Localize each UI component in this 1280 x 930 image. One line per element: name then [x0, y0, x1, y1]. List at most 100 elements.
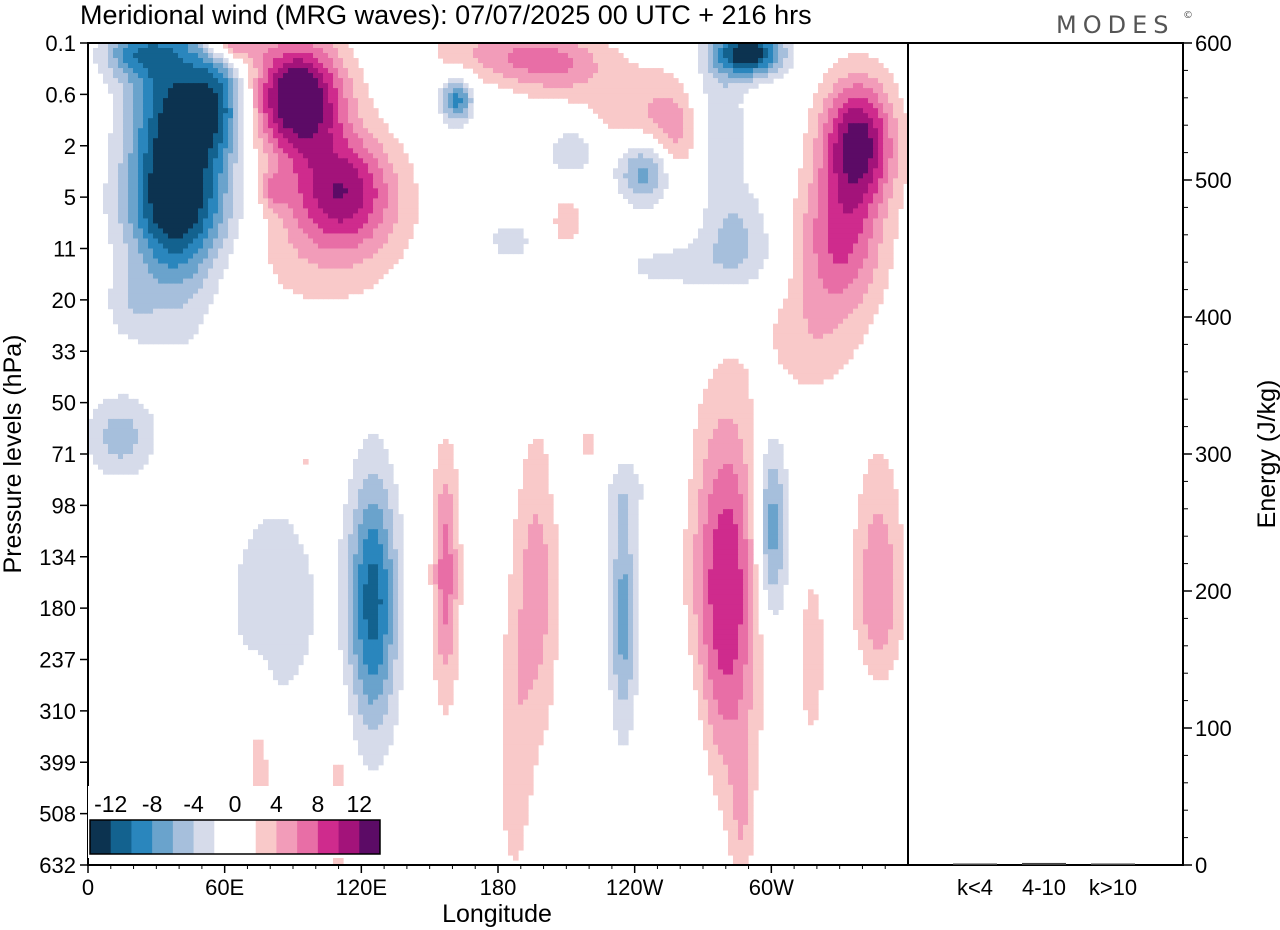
heatmap-cell: [823, 283, 829, 290]
heatmap-cell: [763, 43, 769, 49]
heatmap-cell: [163, 298, 169, 305]
heatmap-cell: [363, 108, 369, 114]
heatmap-cell: [153, 103, 159, 109]
heatmap-cell: [878, 178, 884, 184]
heatmap-cell: [803, 243, 809, 250]
heatmap-cell: [893, 158, 899, 164]
heatmap-cell: [398, 193, 404, 199]
heatmap-cell: [643, 198, 649, 204]
heatmap-cell: [208, 153, 214, 159]
heatmap-cell: [383, 243, 389, 250]
heatmap-cell: [263, 143, 269, 149]
heatmap-cell: [878, 258, 884, 265]
heatmap-cell: [658, 263, 664, 270]
heatmap-cell: [113, 178, 119, 184]
heatmap-cell: [143, 208, 149, 215]
heatmap-cell: [298, 233, 304, 240]
heatmap-cell: [518, 58, 524, 64]
heatmap-cell: [583, 58, 589, 64]
heatmap-cell: [278, 58, 284, 64]
heatmap-cell: [288, 218, 294, 225]
heatmap-cell: [303, 88, 309, 94]
heatmap-cell: [708, 233, 714, 240]
heatmap-cell: [793, 203, 799, 209]
heatmap-cell: [848, 238, 854, 245]
heatmap-cell: [313, 288, 319, 295]
heatmap-cell: [508, 73, 514, 79]
heatmap-cell: [833, 223, 839, 230]
heatmap-cell: [338, 158, 344, 164]
heatmap-cell: [863, 178, 869, 184]
heatmap-cell: [183, 253, 189, 260]
heatmap-cell: [138, 258, 144, 265]
heatmap-cell: [888, 213, 894, 220]
heatmap-cell: [883, 248, 889, 255]
heatmap-cell: [318, 293, 324, 300]
heatmap-cell: [203, 53, 209, 59]
heatmap-cell: [288, 153, 294, 159]
heatmap-cell: [113, 193, 119, 199]
heatmap-cell: [858, 278, 864, 285]
heatmap-cell: [723, 183, 729, 189]
heatmap-cell: [103, 63, 109, 69]
heatmap-cell: [603, 108, 609, 114]
heatmap-cell: [323, 143, 329, 149]
heatmap-cell: [143, 188, 149, 194]
heatmap-cell: [333, 138, 339, 144]
heatmap-cell: [158, 108, 164, 114]
heatmap-cell: [143, 133, 149, 139]
heatmap-cell: [343, 288, 349, 295]
heatmap-cell: [833, 278, 839, 285]
heatmap-cell: [563, 218, 569, 225]
heatmap-cell: [538, 83, 544, 89]
heatmap-cell: [388, 148, 394, 154]
heatmap-cell: [198, 58, 204, 64]
heatmap-cell: [178, 133, 184, 139]
heatmap-cell: [583, 148, 589, 154]
heatmap-cell: [843, 103, 849, 109]
heatmap-cell: [353, 168, 359, 174]
heatmap-cell: [328, 243, 334, 250]
heatmap-cell: [143, 158, 149, 164]
heatmap-cell: [653, 68, 659, 74]
heatmap-cell: [848, 93, 854, 99]
heatmap-cell: [518, 88, 524, 94]
heatmap-cell: [863, 238, 869, 245]
heatmap-cell: [268, 248, 274, 255]
heatmap-cell: [173, 243, 179, 250]
heatmap-cell: [318, 228, 324, 235]
heatmap-cell: [273, 258, 279, 265]
heatmap-cell: [308, 163, 314, 169]
heatmap-cell: [303, 108, 309, 114]
heatmap-cell: [868, 63, 874, 69]
heatmap-cell: [458, 98, 464, 104]
heatmap-cell: [818, 183, 824, 189]
heatmap-cell: [838, 288, 844, 295]
heatmap-cell: [893, 93, 899, 99]
heatmap-cell: [613, 73, 619, 79]
heatmap-cell: [503, 248, 509, 255]
heatmap-cell: [368, 163, 374, 169]
heatmap-cell: [398, 198, 404, 204]
heatmap-cell: [888, 248, 894, 255]
heatmap-cell: [168, 148, 174, 154]
heatmap-cell: [728, 93, 734, 99]
heatmap-cell: [568, 213, 574, 220]
heatmap-cell: [348, 113, 354, 119]
heatmap-cell: [808, 228, 814, 235]
heatmap-cell: [838, 278, 844, 285]
heatmap-cell: [108, 298, 114, 305]
heatmap-cell: [843, 73, 849, 79]
heatmap-cell: [823, 98, 829, 104]
heatmap-cell: [333, 168, 339, 174]
heatmap-cell: [358, 268, 364, 275]
heatmap-cell: [338, 283, 344, 290]
heatmap-cell: [813, 138, 819, 144]
heatmap-cell: [848, 263, 854, 270]
heatmap-cell: [303, 188, 309, 194]
heatmap-cell: [703, 258, 709, 265]
heatmap-cell: [178, 158, 184, 164]
heatmap-cell: [878, 173, 884, 179]
heatmap-cell: [218, 148, 224, 154]
heatmap-cell: [343, 208, 349, 215]
